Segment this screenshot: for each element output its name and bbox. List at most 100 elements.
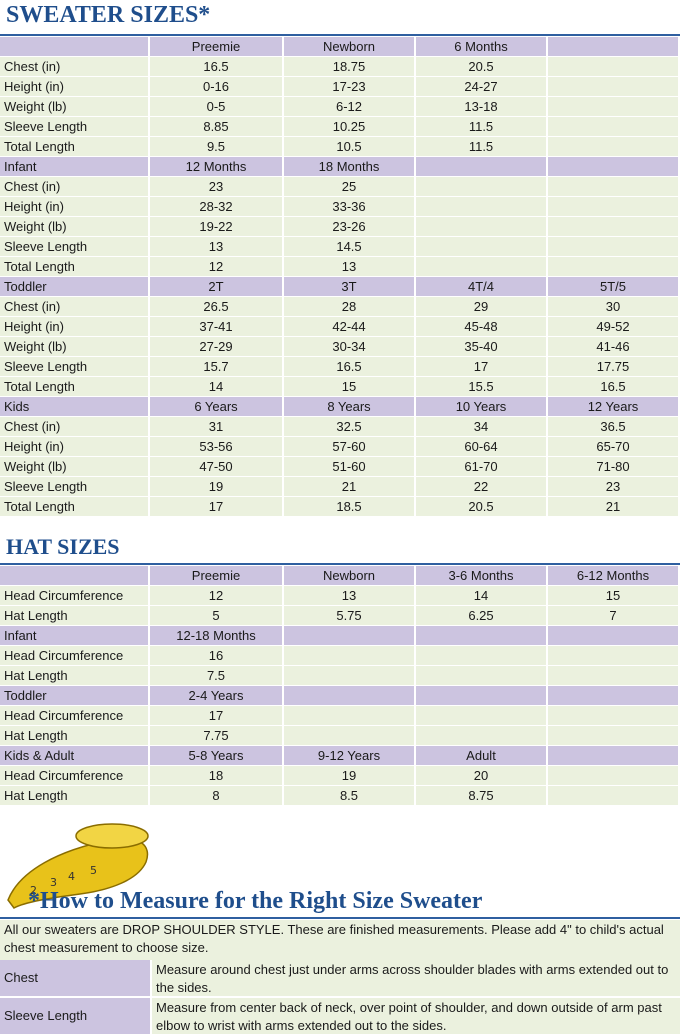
- header-cell: [548, 746, 678, 765]
- row-cell: [548, 646, 678, 665]
- row-cell: [416, 726, 546, 745]
- row-cell: 18: [150, 766, 282, 785]
- row-cell: 10.25: [284, 117, 414, 136]
- row-label: Chest (in): [0, 57, 148, 76]
- row-cell: 14: [150, 377, 282, 396]
- row-cell: 61-70: [416, 457, 546, 476]
- row-cell: 6-12: [284, 97, 414, 116]
- row-label: Sleeve Length: [0, 237, 148, 256]
- row-cell: 57-60: [284, 437, 414, 456]
- row-cell: 17: [150, 497, 282, 516]
- row-cell: 20: [416, 766, 546, 785]
- row-label: Sleeve Length: [0, 117, 148, 136]
- header-label: Infant: [0, 157, 148, 176]
- row-cell: 71-80: [548, 457, 678, 476]
- row-cell: 16.5: [548, 377, 678, 396]
- row-cell: [548, 666, 678, 685]
- row-cell: 24-27: [416, 77, 546, 96]
- header-cell: 10 Years: [416, 397, 546, 416]
- header-cell: 5T/5: [548, 277, 678, 296]
- row-cell: 12: [150, 586, 282, 605]
- header-cell: 5-8 Years: [150, 746, 282, 765]
- row-cell: 30: [548, 297, 678, 316]
- row-cell: 23: [150, 177, 282, 196]
- row-cell: 15: [284, 377, 414, 396]
- row-cell: 13: [150, 237, 282, 256]
- row-cell: 28: [284, 297, 414, 316]
- row-label: Chest (in): [0, 297, 148, 316]
- svg-text:2: 2: [30, 884, 37, 897]
- row-label: Chest (in): [0, 177, 148, 196]
- row-cell: [416, 257, 546, 276]
- row-cell: 36.5: [548, 417, 678, 436]
- header-cell: 3-6 Months: [416, 566, 546, 585]
- row-cell: 21: [284, 477, 414, 496]
- row-cell: 7.5: [150, 666, 282, 685]
- row-label: Sleeve Length: [0, 477, 148, 496]
- header-cell: 6 Months: [416, 37, 546, 56]
- row-label: Head Circumference: [0, 646, 148, 665]
- header-cell: 18 Months: [284, 157, 414, 176]
- row-cell: 33-36: [284, 197, 414, 216]
- row-cell: 45-48: [416, 317, 546, 336]
- row-label: Hat Length: [0, 666, 148, 685]
- row-label: Total Length: [0, 137, 148, 156]
- row-cell: 15: [548, 586, 678, 605]
- row-cell: [548, 257, 678, 276]
- row-cell: 10.5: [284, 137, 414, 156]
- row-cell: [416, 217, 546, 236]
- row-cell: 65-70: [548, 437, 678, 456]
- row-label: Head Circumference: [0, 586, 148, 605]
- row-label: Head Circumference: [0, 706, 148, 725]
- row-cell: [548, 97, 678, 116]
- row-cell: 51-60: [284, 457, 414, 476]
- header-cell: 3T: [284, 277, 414, 296]
- row-cell: 25: [284, 177, 414, 196]
- header-cell: 12-18 Months: [150, 626, 282, 645]
- row-cell: 14.5: [284, 237, 414, 256]
- row-cell: 17-23: [284, 77, 414, 96]
- header-cell: Adult: [416, 746, 546, 765]
- header-label: Infant: [0, 626, 148, 645]
- row-cell: 9.5: [150, 137, 282, 156]
- row-cell: 53-56: [150, 437, 282, 456]
- row-cell: 34: [416, 417, 546, 436]
- header-cell: [548, 37, 678, 56]
- row-cell: [548, 137, 678, 156]
- row-cell: 20.5: [416, 57, 546, 76]
- row-label: Total Length: [0, 377, 148, 396]
- row-cell: 22: [416, 477, 546, 496]
- row-cell: [548, 726, 678, 745]
- header-cell: 12 Months: [150, 157, 282, 176]
- header-label: Toddler: [0, 686, 148, 705]
- title-rule: [0, 34, 680, 36]
- row-cell: 19: [150, 477, 282, 496]
- row-label: Height (in): [0, 437, 148, 456]
- row-label: Head Circumference: [0, 766, 148, 785]
- header-cell: Preemie: [150, 566, 282, 585]
- row-cell: [284, 726, 414, 745]
- row-cell: 47-50: [150, 457, 282, 476]
- row-cell: 41-46: [548, 337, 678, 356]
- header-cell: Newborn: [284, 566, 414, 585]
- hat-title: HAT SIZES: [6, 534, 120, 559]
- row-cell: [284, 666, 414, 685]
- header-cell: [548, 686, 678, 705]
- row-label: Hat Length: [0, 786, 148, 805]
- row-cell: 8.5: [284, 786, 414, 805]
- row-cell: 42-44: [284, 317, 414, 336]
- row-cell: 31: [150, 417, 282, 436]
- row-cell: 60-64: [416, 437, 546, 456]
- row-cell: 15.7: [150, 357, 282, 376]
- header-cell: 12 Years: [548, 397, 678, 416]
- measure-label: Sleeve Length: [0, 998, 150, 1034]
- row-cell: 17: [150, 706, 282, 725]
- row-cell: [548, 117, 678, 136]
- row-cell: 29: [416, 297, 546, 316]
- header-cell: [416, 686, 546, 705]
- row-cell: 19: [284, 766, 414, 785]
- sweater-title: SWEATER SIZES*: [6, 2, 211, 28]
- row-cell: 28-32: [150, 197, 282, 216]
- row-label: Weight (lb): [0, 337, 148, 356]
- row-cell: 8.85: [150, 117, 282, 136]
